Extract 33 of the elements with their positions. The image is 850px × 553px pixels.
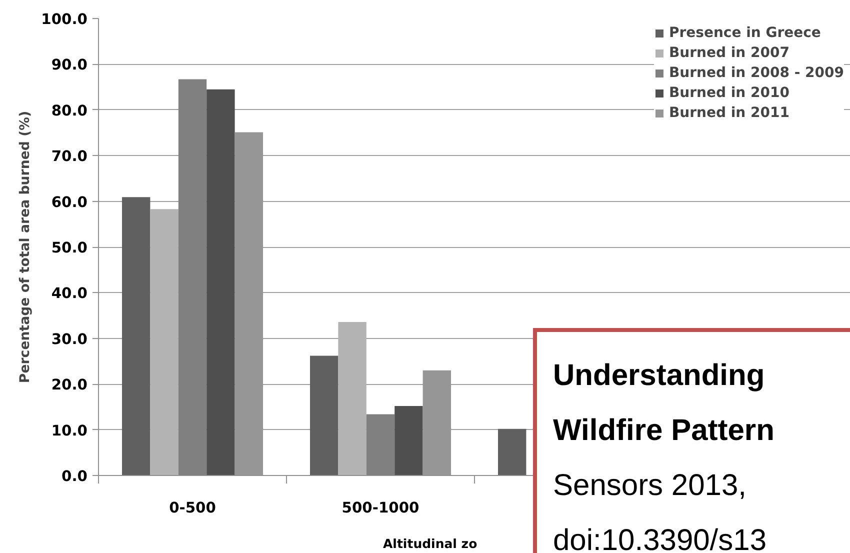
legend-label: Presence in Greece <box>668 24 821 42</box>
y-tick-label: 90.0 <box>51 56 88 74</box>
legend-label: Burned in 2010 <box>668 84 790 102</box>
bar <box>178 79 207 476</box>
bar <box>122 197 150 476</box>
y-tick-label: 70.0 <box>51 148 88 166</box>
y-tick-label: 40.0 <box>51 285 88 302</box>
annotation: Understanding <box>553 358 766 394</box>
annotation: Sensors 2013, <box>553 468 748 504</box>
bar <box>150 209 178 476</box>
y-tick-label: 100.0 <box>41 11 88 28</box>
annotation: Wildfire Pattern <box>553 413 774 449</box>
x-tick-label: 500-1000 <box>342 500 420 516</box>
y-tick-label: 0.0 <box>62 468 88 485</box>
bar <box>338 322 366 476</box>
y-axis-title: Percentage of total area burned (%) <box>18 110 34 384</box>
y-tick-label: 10.0 <box>51 422 88 440</box>
y-tick-label: 60.0 <box>51 194 88 211</box>
x-tick-label: 0-500 <box>169 500 216 516</box>
bar <box>394 406 423 476</box>
legend-label: Burned in 2007 <box>668 44 790 62</box>
y-tick-label: 30.0 <box>51 330 88 348</box>
bar <box>206 89 235 476</box>
bar <box>498 428 526 476</box>
bar <box>366 414 395 476</box>
x-axis-title: Altitudinal zo <box>383 535 478 553</box>
y-tick-label: 20.0 <box>51 376 88 394</box>
y-tick-label: 80.0 <box>51 102 88 120</box>
y-tick-label: 50.0 <box>51 240 88 256</box>
bar <box>310 356 338 476</box>
legend-label: Burned in 2008 - 2009 <box>668 64 844 82</box>
text: doi:10.3390/s13 <box>553 523 768 553</box>
legend-label: Burned in 2011 <box>668 104 790 122</box>
